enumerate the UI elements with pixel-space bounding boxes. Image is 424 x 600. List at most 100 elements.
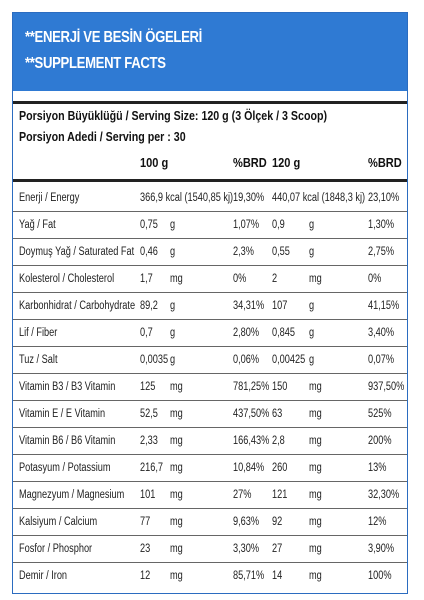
brd-100g: 2,80%	[233, 327, 260, 339]
amount-120g: 107	[272, 300, 288, 312]
nutrient-name: Magnezyum / Magnesium	[19, 489, 125, 501]
table-row: Fosfor / Phosphor 23 mg 3,30% 27 mg 3,90%	[13, 536, 407, 563]
amount-120g: 121	[272, 489, 288, 501]
brd-120g: 100%	[368, 570, 392, 582]
table-row: Potasyum / Potassium 216,7 mg 10,84% 260 mg 13…	[13, 455, 407, 482]
amount-120g: 14	[272, 570, 283, 582]
column-header-120g: 120 g	[272, 155, 301, 170]
brd-100g: 19,30%	[233, 192, 265, 204]
unit-120g: mg	[309, 489, 322, 501]
unit-100g: g	[170, 246, 176, 258]
amount-100g: 12	[140, 570, 151, 582]
unit-120g: mg	[309, 273, 322, 285]
amount-120g: 0,9	[272, 219, 285, 231]
unit-120g: g	[309, 219, 315, 231]
brd-100g: 2,3%	[233, 246, 254, 258]
serving-size: Porsiyon Büyüklüğü / Serving Size: 120 g…	[19, 108, 328, 123]
amount-100g: 52,5	[140, 408, 158, 420]
unit-100g: g	[170, 300, 176, 312]
unit-100g: mg	[170, 543, 183, 555]
table-row: Tuz / Salt 0,0035 g 0,06% 0,00425 g 0,07%	[13, 347, 407, 374]
table-row: Magnezyum / Magnesium 101 mg 27% 121 mg 32,30%	[13, 482, 407, 509]
unit-120g: mg	[309, 570, 322, 582]
column-header-brd-2: %BRD	[368, 155, 402, 170]
brd-100g: 85,71%	[233, 570, 265, 582]
brd-120g: 23,10%	[368, 192, 400, 204]
amount-100g: 23	[140, 543, 151, 555]
table-row: Vitamin B3 / B3 Vitamin 125 mg 781,25% 150 mg…	[13, 374, 407, 401]
amount-120g: 260	[272, 462, 288, 474]
unit-120g: mg	[309, 543, 322, 555]
nutrient-name: Karbonhidrat / Carbohydrate	[19, 300, 136, 312]
table-row: Vitamin E / E Vitamin 52,5 mg 437,50% 63 mg 52…	[13, 401, 407, 428]
amount-120g: 0,00425	[272, 354, 306, 366]
nutrient-name: Potasyum / Potassium	[19, 462, 111, 474]
amount-100g: 366,9 kcal (1540,85 kj)	[140, 192, 234, 204]
unit-120g: g	[309, 300, 315, 312]
unit-100g: mg	[170, 489, 183, 501]
nutrient-name: Doymuş Yağ / Saturated Fat	[19, 246, 135, 258]
brd-120g: 32,30%	[368, 489, 400, 501]
brd-100g: 34,31%	[233, 300, 265, 312]
amount-100g: 1,7	[140, 273, 153, 285]
brd-120g: 12%	[368, 516, 387, 528]
brd-100g: 10,84%	[233, 462, 265, 474]
unit-120g: mg	[309, 408, 322, 420]
supplement-facts-panel: **ENERJİ VE BESİN ÖGELERİ **SUPPLEMENT F…	[12, 12, 408, 594]
header-divider	[13, 179, 407, 182]
banner-title-english: **SUPPLEMENT FACTS	[25, 55, 166, 72]
brd-120g: 3,40%	[368, 327, 395, 339]
banner-title-turkish: **ENERJİ VE BESİN ÖGELERİ	[25, 29, 202, 46]
table-row: Vitamin B6 / B6 Vitamin 2,33 mg 166,43% 2,8 m…	[13, 428, 407, 455]
nutrient-name: Yağ / Fat	[19, 219, 56, 231]
unit-120g: mg	[309, 435, 322, 447]
unit-100g: mg	[170, 273, 183, 285]
column-header-100g: 100 g	[140, 155, 169, 170]
amount-100g: 2,33	[140, 435, 158, 447]
table-row: Kalsiyum / Calcium 77 mg 9,63% 92 mg 12%	[13, 509, 407, 536]
unit-100g: mg	[170, 381, 183, 393]
brd-120g: 525%	[368, 408, 392, 420]
brd-120g: 13%	[368, 462, 387, 474]
unit-100g: g	[170, 327, 176, 339]
nutrient-name: Vitamin B6 / B6 Vitamin	[19, 435, 116, 447]
unit-120g: g	[309, 354, 315, 366]
table-row: Kolesterol / Cholesterol 1,7 mg 0% 2 mg 0%	[13, 266, 407, 293]
amount-120g: 150	[272, 381, 288, 393]
brd-100g: 437,50%	[233, 408, 270, 420]
unit-120g: g	[309, 246, 315, 258]
nutrient-name: Enerji / Energy	[19, 192, 80, 204]
amount-120g: 92	[272, 516, 283, 528]
brd-100g: 1,07%	[233, 219, 260, 231]
brd-100g: 27%	[233, 489, 252, 501]
nutrient-name: Tuz / Salt	[19, 354, 58, 366]
column-header-brd-1: %BRD	[233, 155, 267, 170]
servings-per-container: Porsiyon Adedi / Serving per : 30	[19, 129, 186, 144]
brd-120g: 937,50%	[368, 381, 405, 393]
unit-120g: mg	[309, 381, 322, 393]
unit-100g: mg	[170, 570, 183, 582]
top-divider	[13, 101, 407, 104]
table-row: Karbonhidrat / Carbohydrate 89,2 g 34,31% 10…	[13, 293, 407, 320]
brd-100g: 0,06%	[233, 354, 260, 366]
brd-120g: 1,30%	[368, 219, 395, 231]
brd-120g: 200%	[368, 435, 392, 447]
unit-100g: g	[170, 354, 176, 366]
amount-120g: 0,845	[272, 327, 296, 339]
nutrient-table: Enerji / Energy 366,9 kcal (1540,85 kj) 19…	[13, 185, 407, 590]
brd-120g: 0,07%	[368, 354, 395, 366]
table-row: Lif / Fiber 0,7 g 2,80% 0,845 g 3,40%	[13, 320, 407, 347]
brd-100g: 781,25%	[233, 381, 270, 393]
brd-100g: 3,30%	[233, 543, 260, 555]
amount-100g: 89,2	[140, 300, 158, 312]
unit-100g: g	[170, 219, 176, 231]
unit-100g: mg	[170, 435, 183, 447]
amount-100g: 0,46	[140, 246, 158, 258]
unit-100g: mg	[170, 516, 183, 528]
unit-100g: mg	[170, 462, 183, 474]
unit-120g: mg	[309, 462, 322, 474]
brd-120g: 41,15%	[368, 300, 400, 312]
amount-120g: 440,07 kcal (1848,3 kj)	[272, 192, 366, 204]
amount-120g: 0,55	[272, 246, 290, 258]
title-banner: **ENERJİ VE BESİN ÖGELERİ **SUPPLEMENT F…	[13, 13, 407, 91]
